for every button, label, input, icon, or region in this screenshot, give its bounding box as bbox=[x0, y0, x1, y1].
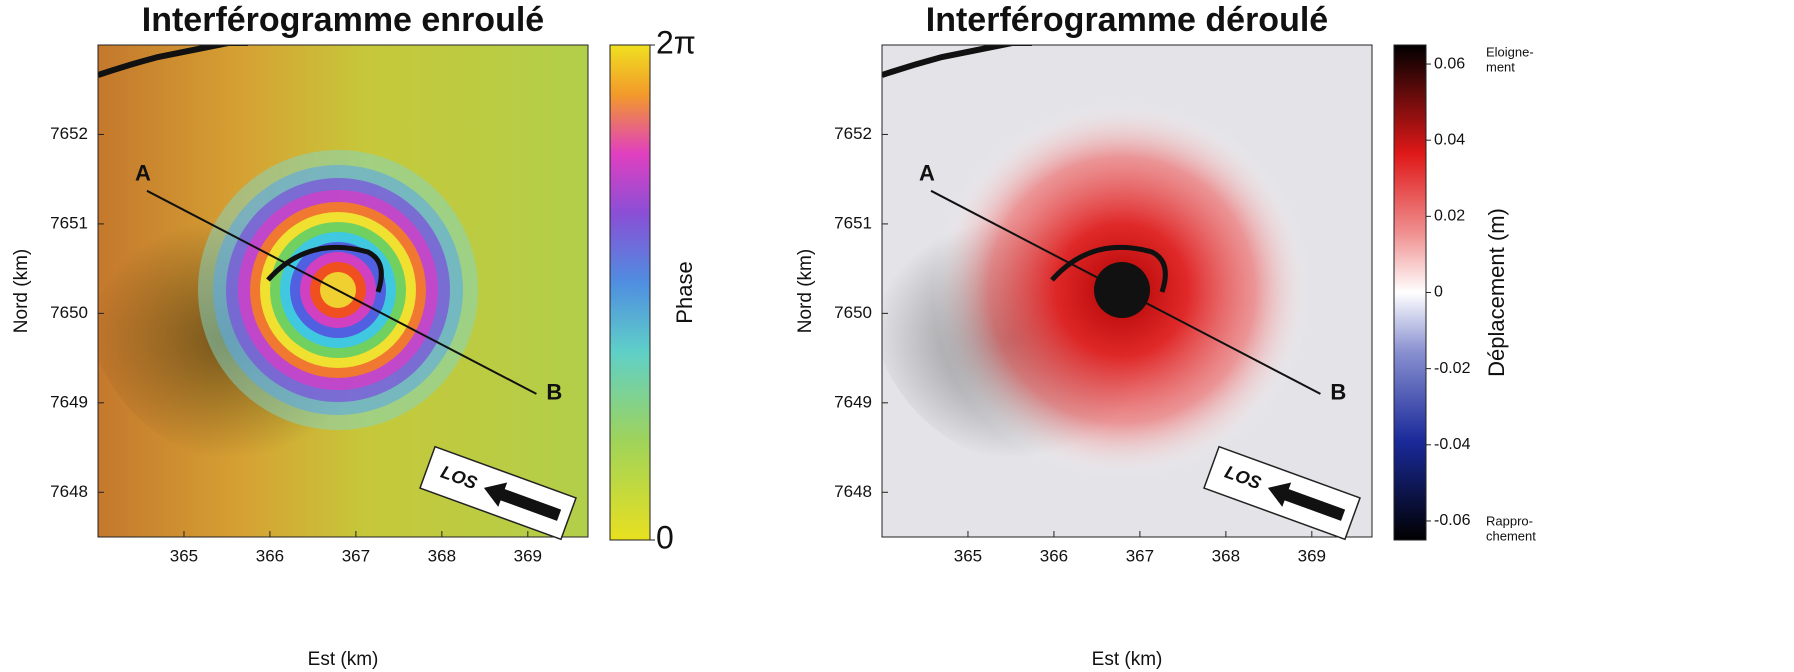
chart-title: Interférogramme enroulé bbox=[142, 1, 544, 39]
profile-label: B bbox=[1330, 380, 1346, 405]
y-tick-label: 7652 bbox=[50, 124, 88, 143]
y-tick-label: 7648 bbox=[834, 482, 872, 501]
x-tick-label: 365 bbox=[954, 546, 982, 565]
x-tick-label: 369 bbox=[514, 546, 542, 565]
colorbar-tick-label: -0.06 bbox=[1434, 512, 1471, 529]
colorbar-tick-label: 2π bbox=[656, 24, 696, 60]
x-axis-label: Est (km) bbox=[308, 649, 379, 670]
colorbar-end-label: Eloigne- bbox=[1486, 44, 1534, 59]
colorbar-tick-label: 0 bbox=[1434, 284, 1443, 301]
y-tick-label: 7652 bbox=[834, 124, 872, 143]
colorbar-tick-label: -0.04 bbox=[1434, 436, 1471, 453]
colorbar-tick-label: 0 bbox=[656, 519, 674, 555]
x-tick-label: 366 bbox=[256, 546, 284, 565]
y-axis-label: Nord (km) bbox=[795, 249, 816, 333]
colorbar bbox=[610, 45, 650, 540]
colorbar-label: Phase bbox=[672, 261, 697, 323]
colorbar-label: Déplacement (m) bbox=[1484, 208, 1509, 377]
profile-label: A bbox=[919, 161, 935, 186]
colorbar-tick-label: -0.02 bbox=[1434, 360, 1471, 377]
y-tick-label: 7651 bbox=[50, 213, 88, 232]
y-tick-label: 7649 bbox=[834, 392, 872, 411]
chart-title: Interférogramme déroulé bbox=[926, 1, 1328, 39]
colorbar-tick-label: 0.06 bbox=[1434, 55, 1465, 72]
y-axis-label: Nord (km) bbox=[11, 249, 32, 333]
x-tick-label: 365 bbox=[170, 546, 198, 565]
profile-label: B bbox=[546, 380, 562, 405]
figure: Interférogramme enroulé 365 366 367 368 369 76… bbox=[0, 0, 1794, 672]
colorbar bbox=[1394, 45, 1426, 540]
y-tick-label: 7649 bbox=[50, 392, 88, 411]
x-axis-label: Est (km) bbox=[1092, 649, 1163, 670]
colorbar-tick-label: 0.02 bbox=[1434, 208, 1465, 225]
x-tick-label: 368 bbox=[428, 546, 456, 565]
x-tick-label: 367 bbox=[342, 546, 370, 565]
colorbar-tick-label: 0.04 bbox=[1434, 131, 1465, 148]
y-tick-label: 7650 bbox=[50, 303, 88, 322]
y-tick-label: 7648 bbox=[50, 482, 88, 501]
y-tick-label: 7651 bbox=[834, 213, 872, 232]
x-tick-label: 367 bbox=[1126, 546, 1154, 565]
x-tick-label: 369 bbox=[1298, 546, 1326, 565]
x-tick-label: 368 bbox=[1212, 546, 1240, 565]
x-tick-label: 366 bbox=[1040, 546, 1068, 565]
colorbar-end-label: Rappro- bbox=[1486, 513, 1533, 528]
colorbar-end-label: ment bbox=[1486, 59, 1515, 74]
profile-label: A bbox=[135, 161, 151, 186]
y-tick-label: 7650 bbox=[834, 303, 872, 322]
colorbar-end-label: chement bbox=[1486, 528, 1536, 543]
